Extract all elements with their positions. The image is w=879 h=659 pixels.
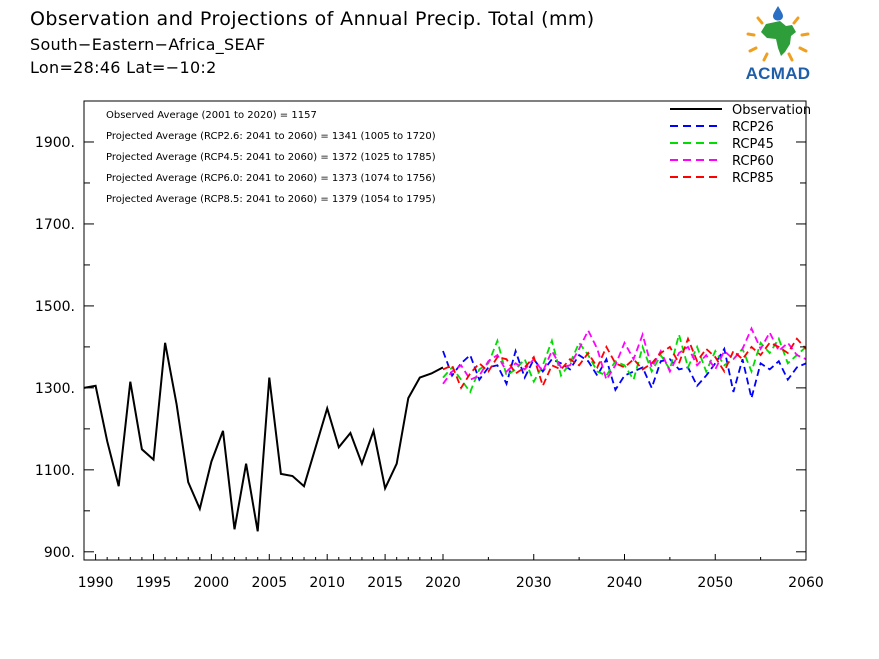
y-tick-label: 1100. xyxy=(35,463,75,479)
x-tick-label: 2010 xyxy=(309,575,345,591)
x-tick-label: 2050 xyxy=(697,575,733,591)
legend-label: RCP45 xyxy=(732,137,774,152)
acmad-logo: ACMAD xyxy=(736,6,820,86)
series-line-rcp26 xyxy=(442,346,807,399)
x-tick-label: 2060 xyxy=(788,575,824,591)
legend-label: Observation xyxy=(732,103,811,118)
acmad-logo-text: ACMAD xyxy=(745,64,811,83)
y-tick-label: 900. xyxy=(44,545,75,561)
series-line-observation xyxy=(83,342,444,532)
y-tick-label: 1900. xyxy=(35,135,75,151)
africa-sun-logo-icon xyxy=(746,6,810,62)
legend-label: RCP60 xyxy=(732,154,774,169)
annotation-line: Projected Average (RCP4.5: 2041 to 2060)… xyxy=(106,152,436,163)
region-name: South−Eastern−Africa_SEAF xyxy=(30,35,266,54)
plot-frame xyxy=(83,100,807,561)
x-tick-label: 2040 xyxy=(607,575,643,591)
legend-label: RCP85 xyxy=(732,171,774,186)
x-tick-label: 2020 xyxy=(425,575,461,591)
series-line-rcp85 xyxy=(442,336,807,390)
x-tick-label: 2015 xyxy=(367,575,403,591)
x-tick-label: 1995 xyxy=(136,575,172,591)
annotation-line: Projected Average (RCP6.0: 2041 to 2060)… xyxy=(106,173,436,184)
x-tick-label: 2005 xyxy=(251,575,287,591)
legend-label: RCP26 xyxy=(732,120,774,135)
y-tick-label: 1300. xyxy=(35,381,75,397)
y-tick-label: 1700. xyxy=(35,217,75,233)
x-tick-label: 2030 xyxy=(516,575,552,591)
annotation-line: Observed Average (2001 to 2020) = 1157 xyxy=(106,110,317,121)
annotation-line: Projected Average (RCP8.5: 2041 to 2060)… xyxy=(106,194,436,205)
chart-title: Observation and Projections of Annual Pr… xyxy=(30,8,595,30)
annotation-line: Projected Average (RCP2.6: 2041 to 2060)… xyxy=(106,131,436,142)
x-tick-label: 2000 xyxy=(194,575,230,591)
series-line-rcp60 xyxy=(442,326,807,385)
coordinates-readout: Lon=28:46 Lat=−10:2 xyxy=(30,58,217,77)
x-tick-label: 1990 xyxy=(78,575,114,591)
y-tick-label: 1500. xyxy=(35,299,75,315)
